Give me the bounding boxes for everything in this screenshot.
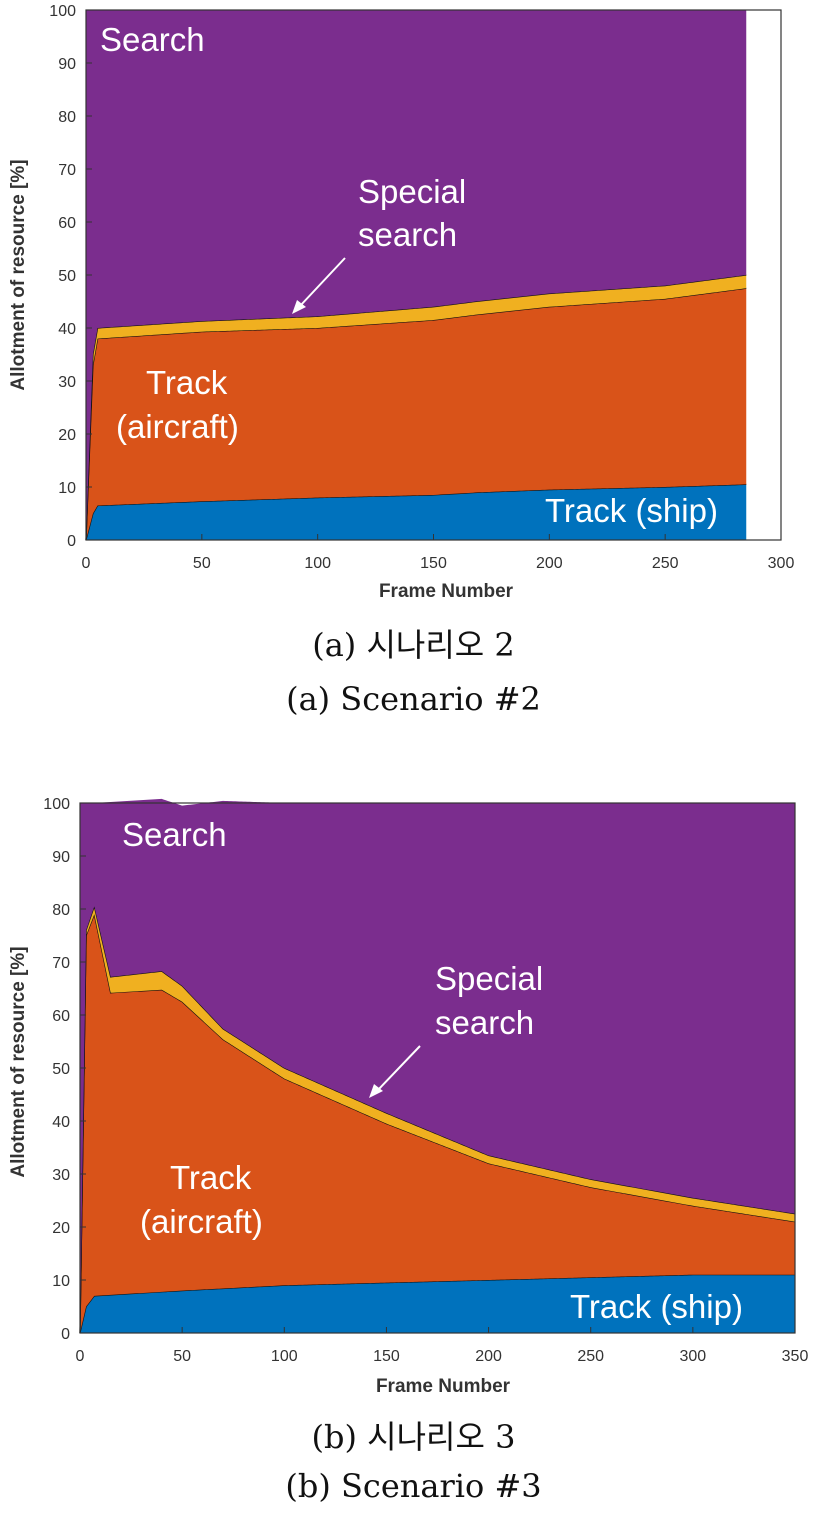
x-tick-label: 50 (173, 1348, 191, 1365)
y-tick-label: 100 (49, 3, 76, 20)
region-label-special-1: Special (435, 960, 543, 997)
x-tick-label: 100 (271, 1348, 298, 1365)
area-aircraft (86, 288, 747, 540)
y-tick-label: 0 (61, 1326, 70, 1343)
y-axis-label: Allotment of resource [%] (8, 946, 29, 1177)
region-label-special-2: search (358, 216, 457, 253)
y-tick-label: 50 (58, 268, 76, 285)
x-tick-label: 300 (680, 1348, 707, 1365)
axes: 0 10 20 30 40 50 60 70 80 90 100 0 50 100 150 200 250 300… (43, 796, 808, 1365)
y-tick-label: 30 (58, 374, 76, 391)
y-axis-label: Allotment of resource [%] (8, 159, 29, 390)
region-label-ship: Track (ship) (570, 1288, 743, 1325)
x-tick-label: 200 (536, 555, 563, 572)
region-label-search: Search (122, 816, 227, 853)
area-ship (86, 484, 747, 540)
region-label-aircraft-2: (aircraft) (116, 408, 239, 445)
chart-scenario-2: 0 10 20 30 40 50 60 70 80 90 100 0 50 100 150 200 250 300… (8, 3, 794, 602)
region-label-special-1: Special (358, 173, 466, 210)
caption-en-a: (a) Scenario #2 (286, 680, 541, 718)
y-tick-label: 60 (52, 1008, 70, 1025)
y-tick-label: 70 (58, 162, 76, 179)
y-tick-label: 30 (52, 1167, 70, 1184)
plot-area (79, 798, 796, 1334)
x-axis-label: Frame Number (376, 1376, 511, 1397)
x-tick-label: 200 (475, 1348, 502, 1365)
x-tick-label: 0 (76, 1348, 85, 1365)
x-tick-label: 300 (768, 555, 795, 572)
annotation-arrow (292, 257, 346, 314)
y-tick-label: 90 (52, 849, 70, 866)
y-tick-label: 90 (58, 56, 76, 73)
y-tick-label: 20 (58, 427, 76, 444)
y-tick-label: 40 (58, 321, 76, 338)
boundary-aircraft (79, 912, 796, 1334)
region-label-aircraft-2: (aircraft) (140, 1203, 263, 1240)
region-label-aircraft-1: Track (146, 364, 228, 401)
caption-ko-b: (b) 시나리오 3 (311, 1418, 516, 1456)
y-tick-label: 80 (58, 109, 76, 126)
x-tick-label: 150 (420, 555, 447, 572)
y-tick-label: 10 (58, 480, 76, 497)
y-tick-label: 10 (52, 1273, 70, 1290)
x-tick-label: 100 (304, 555, 331, 572)
y-tick-label: 0 (67, 533, 76, 550)
y-tick-label: 70 (52, 955, 70, 972)
plot-area (85, 9, 781, 541)
x-tick-label: 250 (577, 1348, 604, 1365)
y-tick-label: 40 (52, 1114, 70, 1131)
chart-scenario-3: 0 10 20 30 40 50 60 70 80 90 100 0 50 100 150 200 250 300… (8, 796, 808, 1397)
area-aircraft (80, 914, 795, 1333)
x-tick-label: 250 (652, 555, 679, 572)
area-search (80, 798, 795, 1333)
y-tick-label: 50 (52, 1061, 70, 1078)
y-tick-label: 20 (52, 1220, 70, 1237)
region-label-search: Search (100, 21, 205, 58)
caption-ko-a: (a) 시나리오 2 (312, 626, 515, 664)
region-label-aircraft-1: Track (170, 1159, 252, 1196)
region-label-special-2: search (435, 1004, 534, 1041)
x-tick-label: 0 (82, 555, 91, 572)
x-tick-label: 50 (193, 555, 211, 572)
caption-en-b: (b) Scenario #3 (285, 1467, 542, 1505)
x-tick-label: 350 (782, 1348, 809, 1365)
y-tick-label: 60 (58, 215, 76, 232)
x-axis-label: Frame Number (379, 581, 514, 602)
area-ship (80, 1274, 795, 1333)
annotation-arrow (369, 1045, 421, 1098)
y-tick-label: 80 (52, 902, 70, 919)
x-tick-label: 150 (373, 1348, 400, 1365)
axes: 0 10 20 30 40 50 60 70 80 90 100 0 50 100 150 200 250 300 (49, 3, 794, 572)
region-label-ship: Track (ship) (545, 492, 718, 529)
area-search (86, 9, 747, 541)
y-tick-label: 100 (43, 796, 70, 813)
